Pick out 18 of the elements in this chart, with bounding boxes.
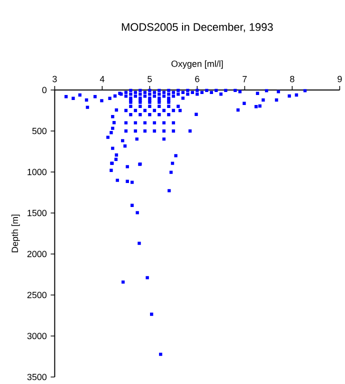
y-tick-label: 1500 — [28, 210, 47, 216]
chart-title: MODS2005 in December, 1993 — [122, 22, 273, 32]
y-tick-label: 2500 — [27, 292, 47, 298]
x-axis-title: Oxygen [ml/l] — [171, 60, 223, 69]
x-tick-label: 9 — [338, 76, 342, 82]
y-tick-label: 2000 — [27, 250, 47, 258]
x-tick-label: 4 — [100, 76, 104, 82]
x-tick-label: 6 — [195, 76, 200, 82]
y-tick-label: 1000 — [28, 168, 47, 176]
x-tick-label: 7 — [242, 76, 247, 82]
y-axis-title: Depth [m] — [11, 214, 20, 252]
x-tick-label: 8 — [290, 76, 294, 82]
x-tick-label: 5 — [148, 76, 152, 82]
y-tick-label: 500 — [32, 128, 47, 134]
x-tick-label: 3 — [52, 76, 57, 82]
y-tick-label: 0 — [42, 86, 47, 94]
y-tick-label: 3000 — [27, 332, 47, 340]
y-tick-label: 3500 — [27, 374, 47, 380]
